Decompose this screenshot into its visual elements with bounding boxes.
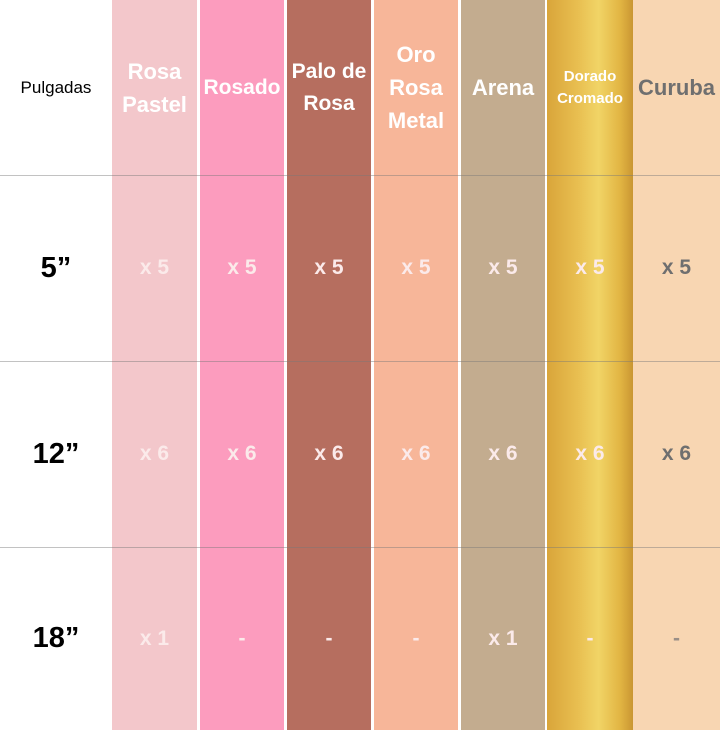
cell-rosa-pastel-18: x 1 <box>139 626 170 650</box>
size-label-12: 12” <box>32 437 80 470</box>
color-header-rosado: Rosado <box>203 75 281 99</box>
row-divider <box>0 361 720 362</box>
cell-oro-rosa-metal-12: x 6 <box>401 442 431 465</box>
cell-dorado-cromado-5: x 5 <box>575 256 605 279</box>
cell-rosa-pastel-12: x 6 <box>139 442 170 465</box>
pulgadas-header: Pulgadas <box>20 77 92 97</box>
cell-palo-de-rosa-5: x 5 <box>314 256 344 279</box>
cell-curuba-5: x 5 <box>661 256 692 279</box>
size-label-5: 5” <box>40 251 72 284</box>
color-column-rosa-pastel: Rosa Pastel x 5 x 6 x 1 <box>112 0 197 730</box>
color-header-rosa-pastel: Rosa Pastel <box>122 58 187 117</box>
color-column-palo-de-rosa: Palo de Rosa x 5 x 6 - <box>287 0 371 730</box>
cell-oro-rosa-metal-5: x 5 <box>401 256 431 279</box>
cell-curuba-18: - <box>673 626 680 650</box>
cell-palo-de-rosa-18: - <box>325 626 333 650</box>
cell-dorado-cromado-18: - <box>586 626 594 650</box>
size-label-18: 18” <box>32 622 80 654</box>
cell-rosado-12: x 6 <box>227 442 257 465</box>
color-header-curuba: Curuba <box>638 75 715 100</box>
color-column-dorado-cromado: Dorado Cromado x 5 x 6 - <box>547 0 633 730</box>
cell-palo-de-rosa-12: x 6 <box>314 442 344 465</box>
row-divider <box>0 175 720 176</box>
color-column-oro-rosa-metal: Oro Rosa Metal x 5 x 6 - <box>374 0 458 730</box>
label-column: Pulgadas 5” 12” 18” <box>0 0 112 730</box>
row-divider <box>0 547 720 548</box>
color-column-rosado: Rosado x 5 x 6 - <box>200 0 284 730</box>
color-column-curuba: Curuba x 5 x 6 - <box>633 0 720 730</box>
color-header-dorado-cromado: Dorado Cromado <box>557 67 623 107</box>
cell-rosado-5: x 5 <box>227 256 257 279</box>
cell-curuba-12: x 6 <box>661 442 692 465</box>
color-column-arena: Arena x 5 x 6 x 1 <box>461 0 545 730</box>
cell-arena-18: x 1 <box>488 626 518 650</box>
cell-rosa-pastel-5: x 5 <box>139 256 170 279</box>
color-header-arena: Arena <box>471 75 535 100</box>
cell-arena-12: x 6 <box>488 442 518 465</box>
cell-oro-rosa-metal-18: - <box>412 626 420 650</box>
cell-arena-5: x 5 <box>488 256 518 279</box>
color-header-oro-rosa-metal: Oro Rosa Metal <box>387 42 445 133</box>
cell-dorado-cromado-12: x 6 <box>575 442 605 465</box>
cell-rosado-18: - <box>238 626 246 650</box>
color-header-palo-de-rosa: Palo de Rosa <box>291 60 367 115</box>
